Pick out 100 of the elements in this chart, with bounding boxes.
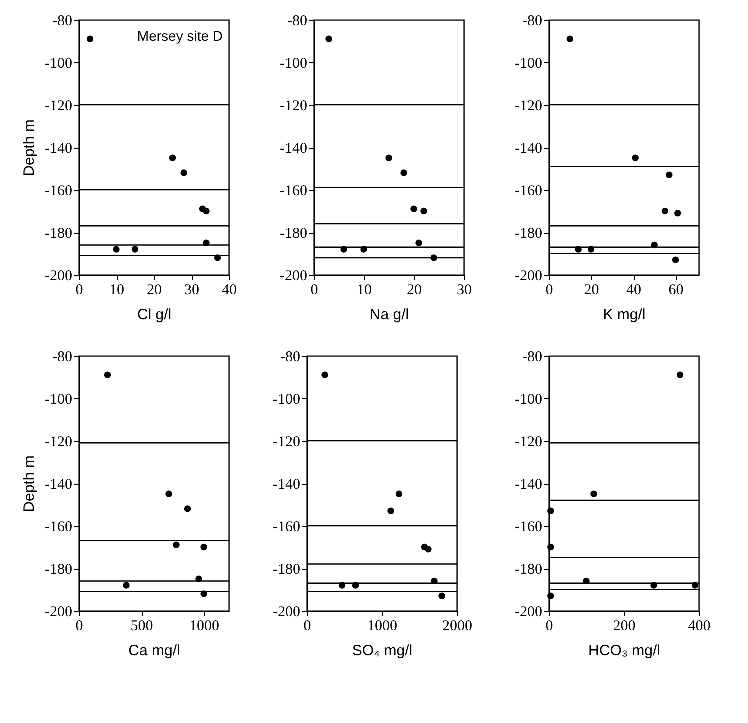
x-tick-label: 1000 [368,618,398,634]
x-axis-title: Na g/l [370,306,410,324]
point [326,36,332,42]
x-tick-label: 10 [357,282,372,298]
y-tick-label: -80 [52,14,72,30]
point [123,582,130,589]
y-tick-label: -200 [45,604,72,620]
y-tick-label: -140 [273,477,300,493]
point [672,256,680,264]
x-tick-label: 0 [304,618,312,634]
y-tick-label: -180 [273,562,300,578]
y-tick-label: -120 [273,434,300,450]
x-tick-label: 0 [310,282,318,298]
y-tick-label: -100 [45,392,72,408]
y-tick-label: -160 [515,520,542,536]
point [548,592,554,600]
y-tick-label: -120 [45,98,72,114]
x-tick-label: 400 [688,618,711,634]
point [566,36,574,42]
y-tick-label: -140 [515,141,542,157]
point [86,36,94,42]
y-tick-label: -100 [515,56,542,72]
y-axis-title: Depth m [21,456,38,512]
x-tick-label: 40 [222,282,237,298]
point [173,542,180,548]
point [400,170,408,176]
y-tick-label: -120 [280,98,308,114]
x-tick-label: 20 [584,282,600,298]
x-tick-label: 30 [457,282,472,298]
y-tick-label: -80 [280,350,300,366]
x-tick-label: 60 [668,282,684,298]
x-axis-title: SO₄ mg/l [352,642,413,660]
y-tick-label: -180 [280,226,308,242]
point [410,206,418,212]
point [132,246,139,253]
x-tick-label: 0 [546,282,554,298]
y-tick-label: -140 [280,141,308,157]
point [184,506,192,512]
point [438,592,446,600]
point [666,172,673,178]
point [425,546,432,553]
y-tick-label: -200 [515,268,542,284]
x-tick-label: 0 [76,282,84,298]
point [203,208,210,215]
y-tick-label: -160 [273,520,300,536]
x-axis-title: HCO₃ mg/l [588,642,660,660]
x-axis-title: Ca mg/l [128,642,180,660]
point [632,154,639,162]
y-tick-label: -120 [515,434,542,450]
y-tick-label: -160 [515,184,542,200]
point [386,154,392,162]
y-tick-label: -100 [273,392,300,408]
point [388,508,394,514]
y-tick-label: -200 [515,604,542,620]
y-tick-label: -120 [515,98,542,114]
y-tick-label: -180 [515,562,542,578]
x-tick-label: 1000 [190,618,220,634]
y-tick-label: -160 [45,520,72,536]
x-tick-label: 20 [407,282,422,298]
y-tick-label: -140 [45,477,72,493]
y-tick-label: -80 [288,14,308,30]
x-tick-label: 0 [546,618,554,634]
point [166,490,172,498]
y-axis-title: Depth m [21,120,38,176]
y-tick-label: -80 [522,14,542,30]
point [420,208,428,215]
point [676,372,684,378]
y-tick-label: -120 [45,434,72,450]
point [169,154,176,162]
y-tick-label: -160 [45,184,72,200]
y-tick-label: -200 [45,268,72,284]
point [322,372,328,378]
point [548,544,554,551]
x-tick-label: 500 [130,618,154,634]
point [104,372,112,378]
x-tick-label: 0 [76,618,84,634]
x-tick-label: 40 [626,282,642,298]
y-tick-label: -140 [45,141,72,157]
y-tick-label: -100 [280,56,308,72]
y-tick-label: -80 [52,350,72,366]
x-axis-title: Cl g/l [137,306,172,324]
annotation: Mersey site D [137,28,223,44]
point [548,508,554,514]
y-tick-label: -180 [45,562,72,578]
y-tick-label: -200 [273,604,300,620]
point [416,240,422,246]
y-tick-label: -180 [515,226,542,242]
x-tick-label: 2000 [442,618,472,634]
point [590,490,598,498]
x-axis-title: K mg/l [603,306,646,324]
x-tick-label: 20 [147,282,162,298]
y-tick-label: -200 [280,268,308,284]
y-tick-label: -100 [515,392,542,408]
point [674,210,682,217]
x-tick-label: 10 [110,282,124,298]
y-tick-label: -180 [45,226,72,242]
y-tick-label: -80 [522,350,542,366]
point [200,544,208,551]
point [662,208,669,215]
x-tick-label: 200 [613,618,636,634]
